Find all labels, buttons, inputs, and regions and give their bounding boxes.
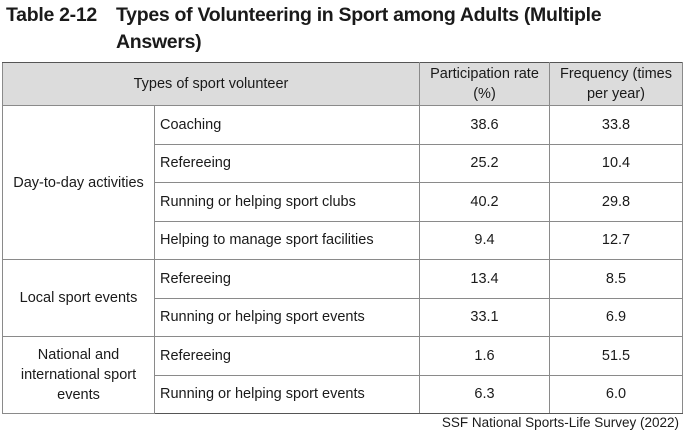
- table-number: Table 2-12: [6, 4, 97, 26]
- group-label-day-to-day: Day-to-day activities: [2, 105, 155, 260]
- table-row: Local sport events Refereeing 13.4 8.5: [2, 259, 683, 337]
- table-title-text: Types of Volunteering in Sport among Adu…: [116, 4, 602, 53]
- row-rate: 13.4: [419, 259, 550, 299]
- row-rate: 25.2: [419, 143, 550, 183]
- row-rate: 33.1: [419, 297, 550, 337]
- row-rate: 38.6: [419, 105, 550, 145]
- table-row: Running or helping sport clubs 40.2 29.8: [3, 182, 683, 222]
- row-frequency: 12.7: [549, 220, 683, 260]
- row-rate: 6.3: [419, 374, 550, 414]
- row-type: Refereeing: [154, 336, 420, 376]
- row-type: Refereeing: [154, 143, 420, 183]
- row-frequency: 6.9: [549, 297, 683, 337]
- row-frequency: 51.5: [549, 336, 683, 376]
- row-type: Running or helping sport events: [154, 297, 420, 337]
- table-row: Day-to-day activities Coaching 38.6 33.8: [2, 105, 683, 260]
- row-frequency: 33.8: [549, 105, 683, 145]
- header-type: Types of sport volunteer: [2, 62, 420, 106]
- row-type: Coaching: [154, 105, 420, 145]
- header-participation-rate: Participation rate (%): [419, 62, 550, 106]
- row-rate: 9.4: [419, 220, 550, 260]
- row-type: Helping to manage sport facilities: [154, 220, 420, 260]
- header-row: Types of sport volunteer Participation r…: [2, 62, 683, 106]
- row-type: Running or helping sport clubs: [154, 182, 420, 222]
- source-note: SSF National Sports-Life Survey (2022): [441, 415, 679, 430]
- row-frequency: 10.4: [549, 143, 683, 183]
- row-type: Running or helping sport events: [154, 374, 420, 414]
- table-row: Refereeing 25.2 10.4: [3, 143, 683, 183]
- group-label-national: National and international sport events: [2, 336, 155, 414]
- row-frequency: 6.0: [549, 374, 683, 414]
- table-row: Running or helping sport events 6.3 6.0: [3, 374, 683, 414]
- volunteering-table: Types of sport volunteer Participation r…: [2, 62, 683, 414]
- group-label-local: Local sport events: [2, 259, 155, 337]
- row-rate: 40.2: [419, 182, 550, 222]
- row-rate: 1.6: [419, 336, 550, 376]
- table-row: Running or helping sport events 33.1 6.9: [3, 297, 683, 337]
- header-frequency: Frequency (times per year): [549, 62, 683, 106]
- table-row: National and international sport events …: [2, 336, 683, 414]
- row-type: Refereeing: [154, 259, 420, 299]
- table-row: Helping to manage sport facilities 9.4 1…: [3, 220, 683, 260]
- row-frequency: 29.8: [549, 182, 683, 222]
- row-frequency: 8.5: [549, 259, 683, 299]
